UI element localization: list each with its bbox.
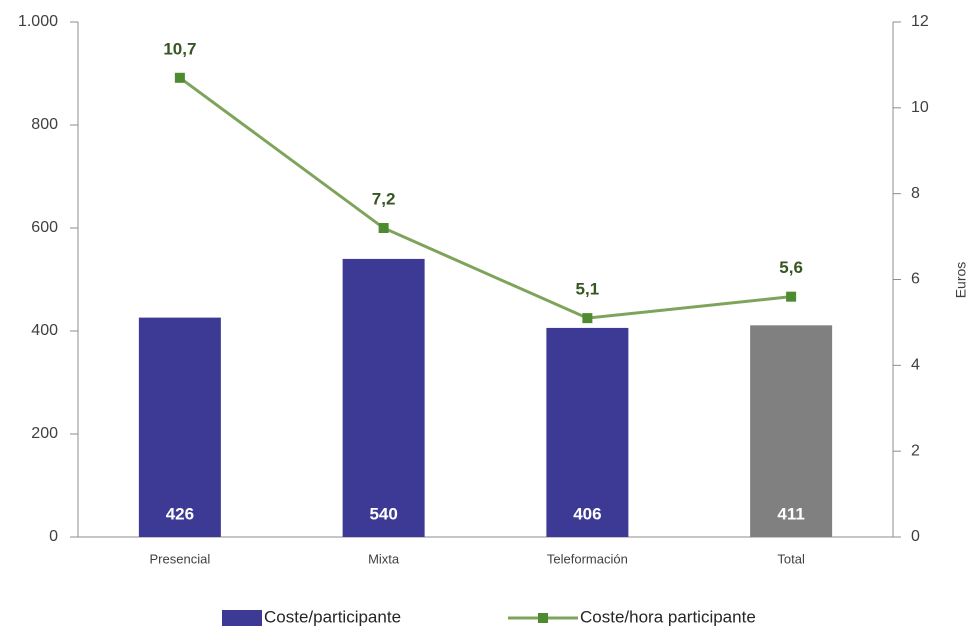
y2-tick-label: 8 [911, 185, 920, 202]
line-marker [174, 72, 185, 83]
line-label: 5,1 [576, 280, 600, 299]
line-label: 10,7 [163, 39, 196, 58]
line-label: 7,2 [372, 189, 396, 208]
y2-tick-label: 10 [911, 99, 929, 116]
line-label: 5,6 [779, 258, 803, 277]
x-tick-label: Presencial [150, 551, 211, 566]
line [178, 76, 792, 320]
line-marker [786, 291, 797, 302]
y2-axis-label: Euros [953, 262, 969, 299]
line-marker [582, 313, 593, 324]
legend-label: Coste/hora participante [580, 607, 756, 626]
y-tick-label: 600 [31, 219, 58, 236]
y-tick-label: 0 [49, 528, 58, 545]
x-tick-label: Total [777, 551, 805, 566]
x-tick-label: Mixta [368, 551, 400, 566]
legend-label: Coste/participante [264, 607, 401, 626]
bar [342, 258, 425, 537]
bar [138, 317, 221, 537]
line-marker [378, 223, 389, 233]
bar-label: 411 [777, 504, 804, 523]
y2-tick-label: 12 [911, 13, 929, 30]
y-tick-label: 800 [31, 116, 58, 133]
bar [546, 327, 629, 537]
y2-tick-label: 6 [911, 271, 920, 288]
y-tick-label: 1.000 [18, 13, 58, 30]
bar-label: 426 [166, 504, 194, 523]
x-tick-label: Teleformación [547, 551, 628, 566]
y2-tick-label: 0 [911, 528, 920, 545]
bar [750, 325, 833, 537]
bar-label: 406 [573, 504, 601, 523]
legend-marker [538, 613, 548, 623]
y-tick-label: 200 [31, 425, 58, 442]
y-tick-label: 400 [31, 322, 58, 339]
legend-swatch [222, 610, 262, 626]
y2-tick-label: 2 [911, 442, 920, 459]
bar-label: 540 [369, 504, 397, 523]
y2-tick-label: 4 [911, 357, 920, 374]
